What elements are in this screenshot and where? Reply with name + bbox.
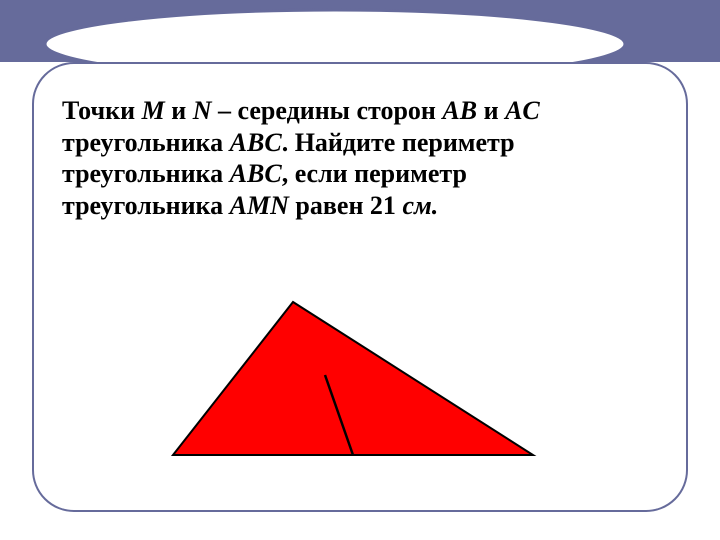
text: равен 21 (289, 191, 403, 220)
problem-statement: Точки M и N – середины сторон AB и AC тр… (62, 95, 672, 222)
unit-cm: см. (402, 191, 438, 220)
text: и (165, 96, 193, 125)
text: , если периметр (282, 159, 467, 188)
var-n: N (193, 96, 212, 125)
triangle-abc (173, 302, 533, 455)
var-ab: AB (442, 96, 477, 125)
var-m: M (142, 96, 165, 125)
var-amn: AMN (230, 191, 289, 220)
text: Точки (62, 96, 142, 125)
text: – середины сторон (212, 96, 443, 125)
var-ac: AC (505, 96, 540, 125)
var-abc2: ABC (230, 159, 282, 188)
text: треугольника (62, 128, 230, 157)
text: треугольника (62, 159, 230, 188)
triangle-figure (148, 280, 548, 480)
text: . Найдите периметр (282, 128, 515, 157)
text: и (477, 96, 505, 125)
text: треугольника (62, 191, 230, 220)
var-abc1: ABC (230, 128, 282, 157)
